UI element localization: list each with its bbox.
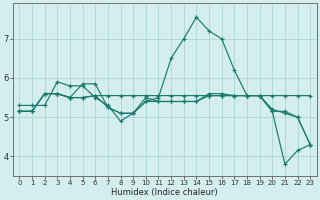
X-axis label: Humidex (Indice chaleur): Humidex (Indice chaleur) [111, 188, 218, 197]
